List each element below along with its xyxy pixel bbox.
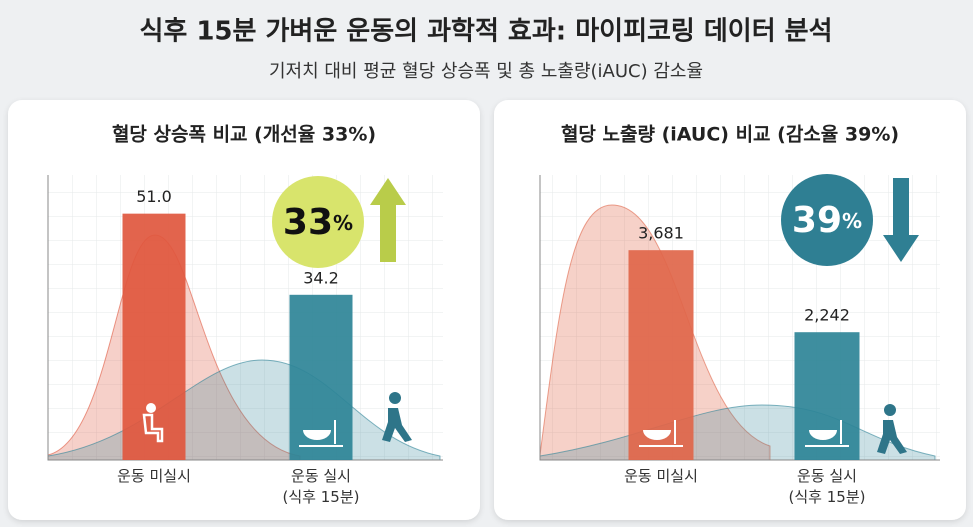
food-icon <box>805 420 849 447</box>
chart-title: 혈당 노출량 (iAUC) 비교 (감소율 39%) <box>561 123 899 146</box>
badge-value: 33 <box>283 202 333 243</box>
icon-part <box>303 430 331 440</box>
walk-icon <box>382 392 412 442</box>
value-label: 2,242 <box>804 306 850 325</box>
arrow-down <box>883 178 919 262</box>
food-icon <box>639 420 683 447</box>
category-label: 운동 실시 (식후 15분) <box>282 467 360 506</box>
bar <box>794 332 860 460</box>
category-label: 운동 실시 (식후 15분) <box>788 467 866 506</box>
badge-unit: % <box>842 209 862 233</box>
badge-text: 33% <box>283 202 353 243</box>
icon-part <box>643 430 671 440</box>
bar <box>628 250 694 460</box>
bar <box>122 213 186 460</box>
badge-value: 39 <box>792 200 842 241</box>
grid <box>48 175 443 460</box>
category-label: 운동 미실시 <box>117 467 191 485</box>
badge-unit: % <box>333 211 353 235</box>
arrow-up <box>370 178 406 262</box>
food-icon <box>299 420 343 447</box>
chart-title: 혈당 상승폭 비교 (개선율 33%) <box>112 123 376 146</box>
grid <box>540 175 940 460</box>
icon-part <box>142 413 164 443</box>
walk-icon <box>877 404 907 454</box>
icon-part <box>809 430 837 440</box>
sit-icon <box>142 403 164 443</box>
value-label: 34.2 <box>303 268 339 287</box>
value-label: 3,681 <box>638 224 684 243</box>
badge <box>781 174 873 266</box>
title: 식후 15분 가벼운 운동의 과학적 효과: 마이피코링 데이터 분석 <box>139 17 832 47</box>
subtitle: 기저치 대비 평균 혈당 상승폭 및 총 노출량(iAUC) 감소율 <box>269 61 703 82</box>
category-label: 운동 미실시 <box>624 467 698 485</box>
badge-text: 39% <box>792 200 862 241</box>
value-label: 51.0 <box>136 187 172 206</box>
icon-part <box>146 403 156 413</box>
badge <box>272 176 364 268</box>
